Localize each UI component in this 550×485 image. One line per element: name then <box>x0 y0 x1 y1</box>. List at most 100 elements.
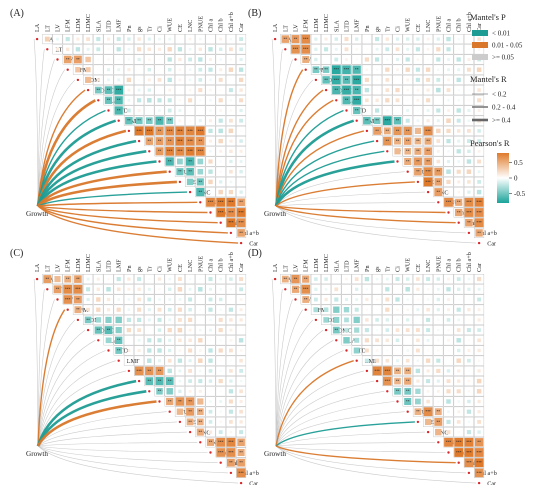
cell-square <box>157 98 162 103</box>
diagonal-dot <box>178 420 182 424</box>
cell-square <box>334 287 339 292</box>
cell-square <box>403 126 412 136</box>
cell-square <box>208 369 213 373</box>
cell-frame <box>321 294 332 305</box>
cell-square <box>345 58 348 61</box>
column-label: LA <box>272 23 279 32</box>
diagonal-dot <box>314 318 318 322</box>
mantel-link <box>275 150 385 207</box>
cell-frame <box>205 396 216 407</box>
cell-frame <box>215 345 226 356</box>
significance-mark: ** <box>406 390 410 394</box>
cell-square <box>185 146 195 156</box>
row-label: LDM <box>86 317 100 324</box>
cell-frame <box>382 64 393 75</box>
cell-square <box>65 37 70 42</box>
cell-square <box>229 78 232 81</box>
significance-mark: ** <box>117 349 121 353</box>
cell-frame <box>205 125 216 136</box>
cell-frame <box>42 274 53 285</box>
cell-frame <box>154 34 165 45</box>
cell-frame <box>164 304 175 315</box>
significance-mark: *** <box>293 48 299 52</box>
cell-square <box>86 297 90 302</box>
cell-frame <box>392 325 403 336</box>
cell-frame <box>423 34 434 45</box>
cell-frame <box>185 314 196 325</box>
cell-frame <box>474 95 485 106</box>
cell-square <box>476 389 482 394</box>
cell-frame <box>463 345 474 356</box>
cell-frame <box>453 294 464 305</box>
cell-square <box>477 419 482 424</box>
cell-frame <box>412 95 423 106</box>
cell-square <box>167 98 172 103</box>
significance-mark: ** <box>284 278 288 282</box>
cell-frame <box>215 274 226 285</box>
cell-frame <box>113 44 124 55</box>
cell-square <box>127 359 130 362</box>
cell-square <box>188 88 192 92</box>
cell-square <box>177 327 183 333</box>
cell-square <box>477 88 481 92</box>
cell-frame <box>195 427 206 438</box>
cell-square <box>383 376 392 386</box>
cell-square <box>467 180 471 184</box>
significance-mark: *** <box>476 211 482 215</box>
cell-square <box>446 179 451 184</box>
cell-frame <box>361 274 372 285</box>
cell-square <box>219 109 223 112</box>
significance-mark: *** <box>167 150 173 154</box>
cell-frame <box>225 437 236 448</box>
cell-frame <box>453 136 464 147</box>
diagonal-dot <box>209 451 212 454</box>
cell-square <box>436 308 440 312</box>
cell-square <box>331 65 341 75</box>
column-label: gs <box>374 26 381 32</box>
cell-square <box>434 178 443 186</box>
cell-square <box>116 277 121 282</box>
cell-square <box>457 37 460 41</box>
cell-frame <box>185 146 196 157</box>
cell-frame <box>144 74 155 85</box>
cell-frame <box>185 136 196 147</box>
cell-square <box>291 274 300 284</box>
cell-frame <box>412 54 423 65</box>
cell-square <box>239 318 243 322</box>
cell-square <box>229 430 233 434</box>
cell-frame <box>290 34 301 45</box>
cell-square <box>178 349 182 352</box>
cell-square <box>426 119 430 123</box>
cell-frame <box>290 284 301 295</box>
cell-frame <box>351 294 362 305</box>
significance-mark: ** <box>426 160 430 164</box>
row-label: LDM <box>324 317 338 324</box>
cell-frame <box>205 406 216 417</box>
significance-mark: *** <box>303 288 309 292</box>
cell-square <box>147 297 152 302</box>
cell-frame <box>195 64 206 75</box>
mantel-p-swatch <box>472 54 488 60</box>
diagonal-dot <box>66 308 69 311</box>
cell-frame <box>164 325 175 336</box>
cell-frame <box>412 304 423 315</box>
cell-square <box>188 287 192 291</box>
significance-mark: *** <box>466 201 472 205</box>
cell-square <box>436 108 441 113</box>
cell-square <box>218 379 223 384</box>
cell-square <box>394 377 401 385</box>
significance-mark: ** <box>437 170 441 174</box>
significance-mark: *** <box>136 129 142 133</box>
significance-mark: *** <box>456 441 462 445</box>
cell-frame <box>351 34 362 45</box>
cell-square <box>218 128 223 134</box>
cell-square <box>435 428 442 436</box>
cell-square <box>229 288 233 291</box>
cell-square <box>209 318 212 322</box>
cell-frame <box>443 44 454 55</box>
cell-square <box>464 197 474 207</box>
cell-frame <box>423 294 434 305</box>
cell-frame <box>215 294 226 305</box>
cell-square <box>466 169 472 174</box>
cell-square <box>342 75 351 84</box>
